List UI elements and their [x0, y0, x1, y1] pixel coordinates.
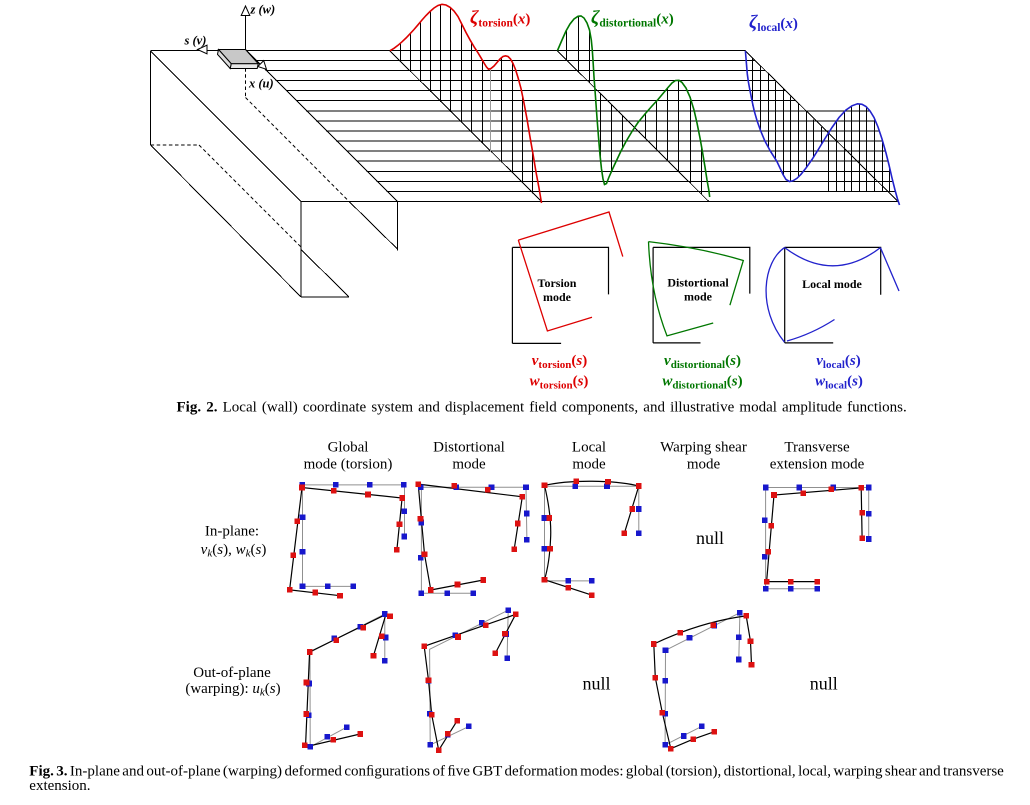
svg-text:extension mode: extension mode	[770, 457, 865, 473]
svg-text:wtorsion(s): wtorsion(s)	[530, 374, 589, 392]
svg-text:vtorsion(s): vtorsion(s)	[532, 353, 588, 371]
svg-text:null: null	[582, 674, 610, 694]
svg-text:Fig. 2. Local (wall) coordinat: Fig. 2. Local (wall) coordinate system a…	[177, 400, 907, 416]
svg-text:Local mode: Local mode	[802, 277, 862, 291]
svg-text:Distortional: Distortional	[433, 440, 505, 456]
svg-text:mode: mode	[452, 457, 486, 473]
svg-text:In-plane:: In-plane:	[205, 524, 259, 540]
svg-text:Distortional: Distortional	[667, 276, 729, 290]
svg-text:Transverse: Transverse	[784, 440, 850, 456]
svg-text:Local: Local	[572, 440, 606, 456]
svg-text:wdistortional(s): wdistortional(s)	[662, 374, 742, 392]
svg-text:Global: Global	[328, 440, 369, 456]
svg-text:vlocal(s): vlocal(s)	[816, 353, 861, 371]
svg-text:mode (torsion): mode (torsion)	[304, 457, 393, 473]
svg-text:Warping shear: Warping shear	[660, 440, 747, 456]
svg-text:vk(s), wk(s): vk(s), wk(s)	[201, 542, 267, 560]
svg-text:Fig. 3. In-plane and out-of-pl: Fig. 3. In-plane and out-of-plane (warpi…	[29, 764, 1004, 780]
svg-text:null: null	[696, 528, 724, 548]
svg-text:mode: mode	[572, 457, 606, 473]
svg-text:mode: mode	[543, 290, 572, 304]
svg-text:x (u): x (u)	[248, 77, 274, 91]
svg-text:vdistortional(s): vdistortional(s)	[664, 353, 741, 371]
svg-text:mode: mode	[687, 457, 721, 473]
svg-text:Torsion: Torsion	[538, 276, 577, 290]
svg-text:(warping): uk(s): (warping): uk(s)	[185, 681, 280, 699]
svg-text:Out-of-plane: Out-of-plane	[193, 665, 271, 681]
svg-text:wlocal(s): wlocal(s)	[815, 374, 863, 392]
svg-text:mode: mode	[684, 289, 713, 303]
svg-text:s (v): s (v)	[184, 34, 207, 48]
svg-text:extension.: extension.	[29, 778, 90, 794]
svg-text:null: null	[810, 674, 838, 694]
svg-text:z (w): z (w)	[250, 3, 276, 17]
